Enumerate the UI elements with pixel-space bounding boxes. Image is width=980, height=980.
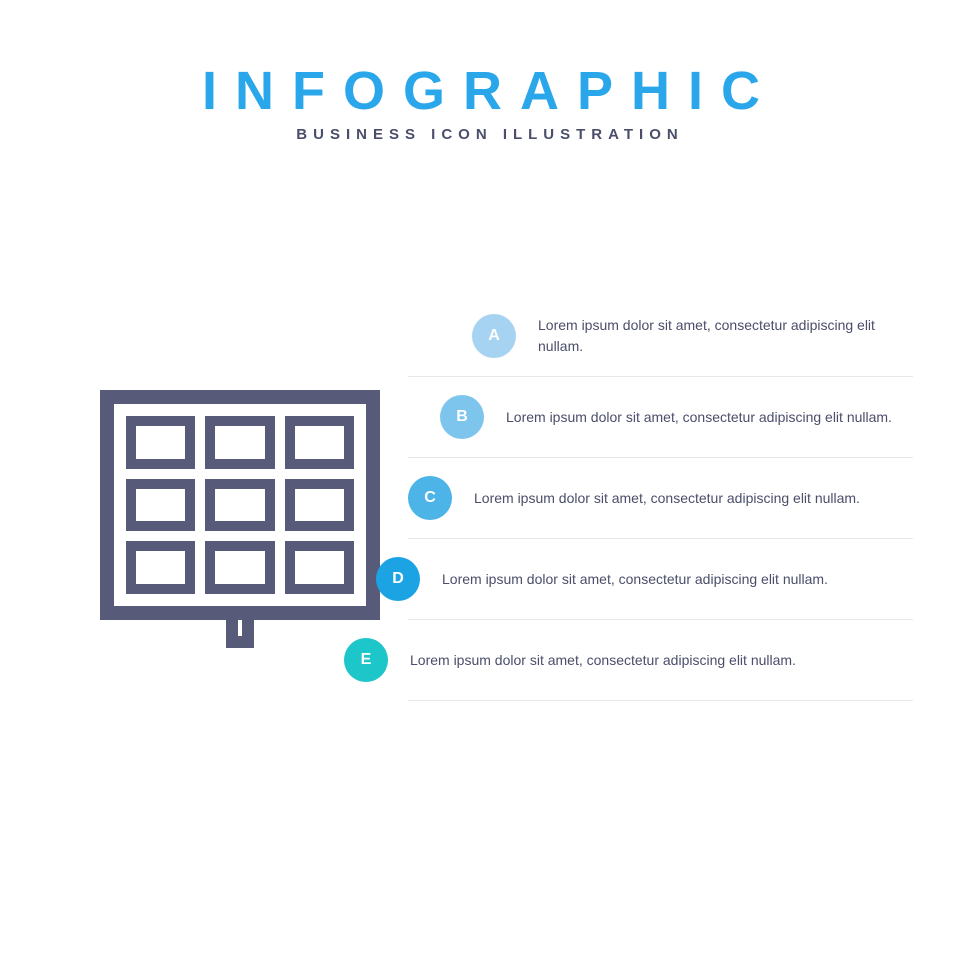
- step-c: C Lorem ipsum dolor sit amet, consectetu…: [408, 458, 913, 538]
- step-text: Lorem ipsum dolor sit amet, consectetur …: [474, 488, 860, 509]
- subtitle: BUSINESS ICON ILLUSTRATION: [0, 126, 980, 143]
- step-badge-c: C: [408, 476, 452, 520]
- step-a: A Lorem ipsum dolor sit amet, consectetu…: [472, 296, 913, 376]
- panel-cell: [285, 479, 354, 532]
- step-badge-a: A: [472, 314, 516, 358]
- panel-frame: [100, 390, 380, 620]
- step-list: A Lorem ipsum dolor sit amet, consectetu…: [408, 296, 913, 701]
- panel-cell: [126, 541, 195, 594]
- header: INFOGRAPHIC BUSINESS ICON ILLUSTRATION: [0, 60, 980, 143]
- panel-cell: [205, 541, 274, 594]
- main-title: INFOGRAPHIC: [0, 60, 980, 122]
- panel-cell: [126, 416, 195, 469]
- step-b: B Lorem ipsum dolor sit amet, consectetu…: [440, 377, 913, 457]
- grid-panel-icon: [100, 390, 380, 648]
- panel-cell: [205, 416, 274, 469]
- panel-cell: [285, 416, 354, 469]
- step-text: Lorem ipsum dolor sit amet, consectetur …: [442, 569, 828, 590]
- panel-cell: [205, 479, 274, 532]
- panel-cell: [285, 541, 354, 594]
- step-text: Lorem ipsum dolor sit amet, consectetur …: [538, 315, 913, 357]
- panel-cell: [126, 479, 195, 532]
- divider: [408, 700, 913, 701]
- step-badge-b: B: [440, 395, 484, 439]
- step-e: E Lorem ipsum dolor sit amet, consectetu…: [344, 620, 913, 700]
- step-text: Lorem ipsum dolor sit amet, consectetur …: [506, 407, 892, 428]
- step-badge-d: D: [376, 557, 420, 601]
- step-d: D Lorem ipsum dolor sit amet, consectetu…: [376, 539, 913, 619]
- panel-stem: [226, 620, 254, 648]
- step-badge-e: E: [344, 638, 388, 682]
- step-text: Lorem ipsum dolor sit amet, consectetur …: [410, 650, 796, 671]
